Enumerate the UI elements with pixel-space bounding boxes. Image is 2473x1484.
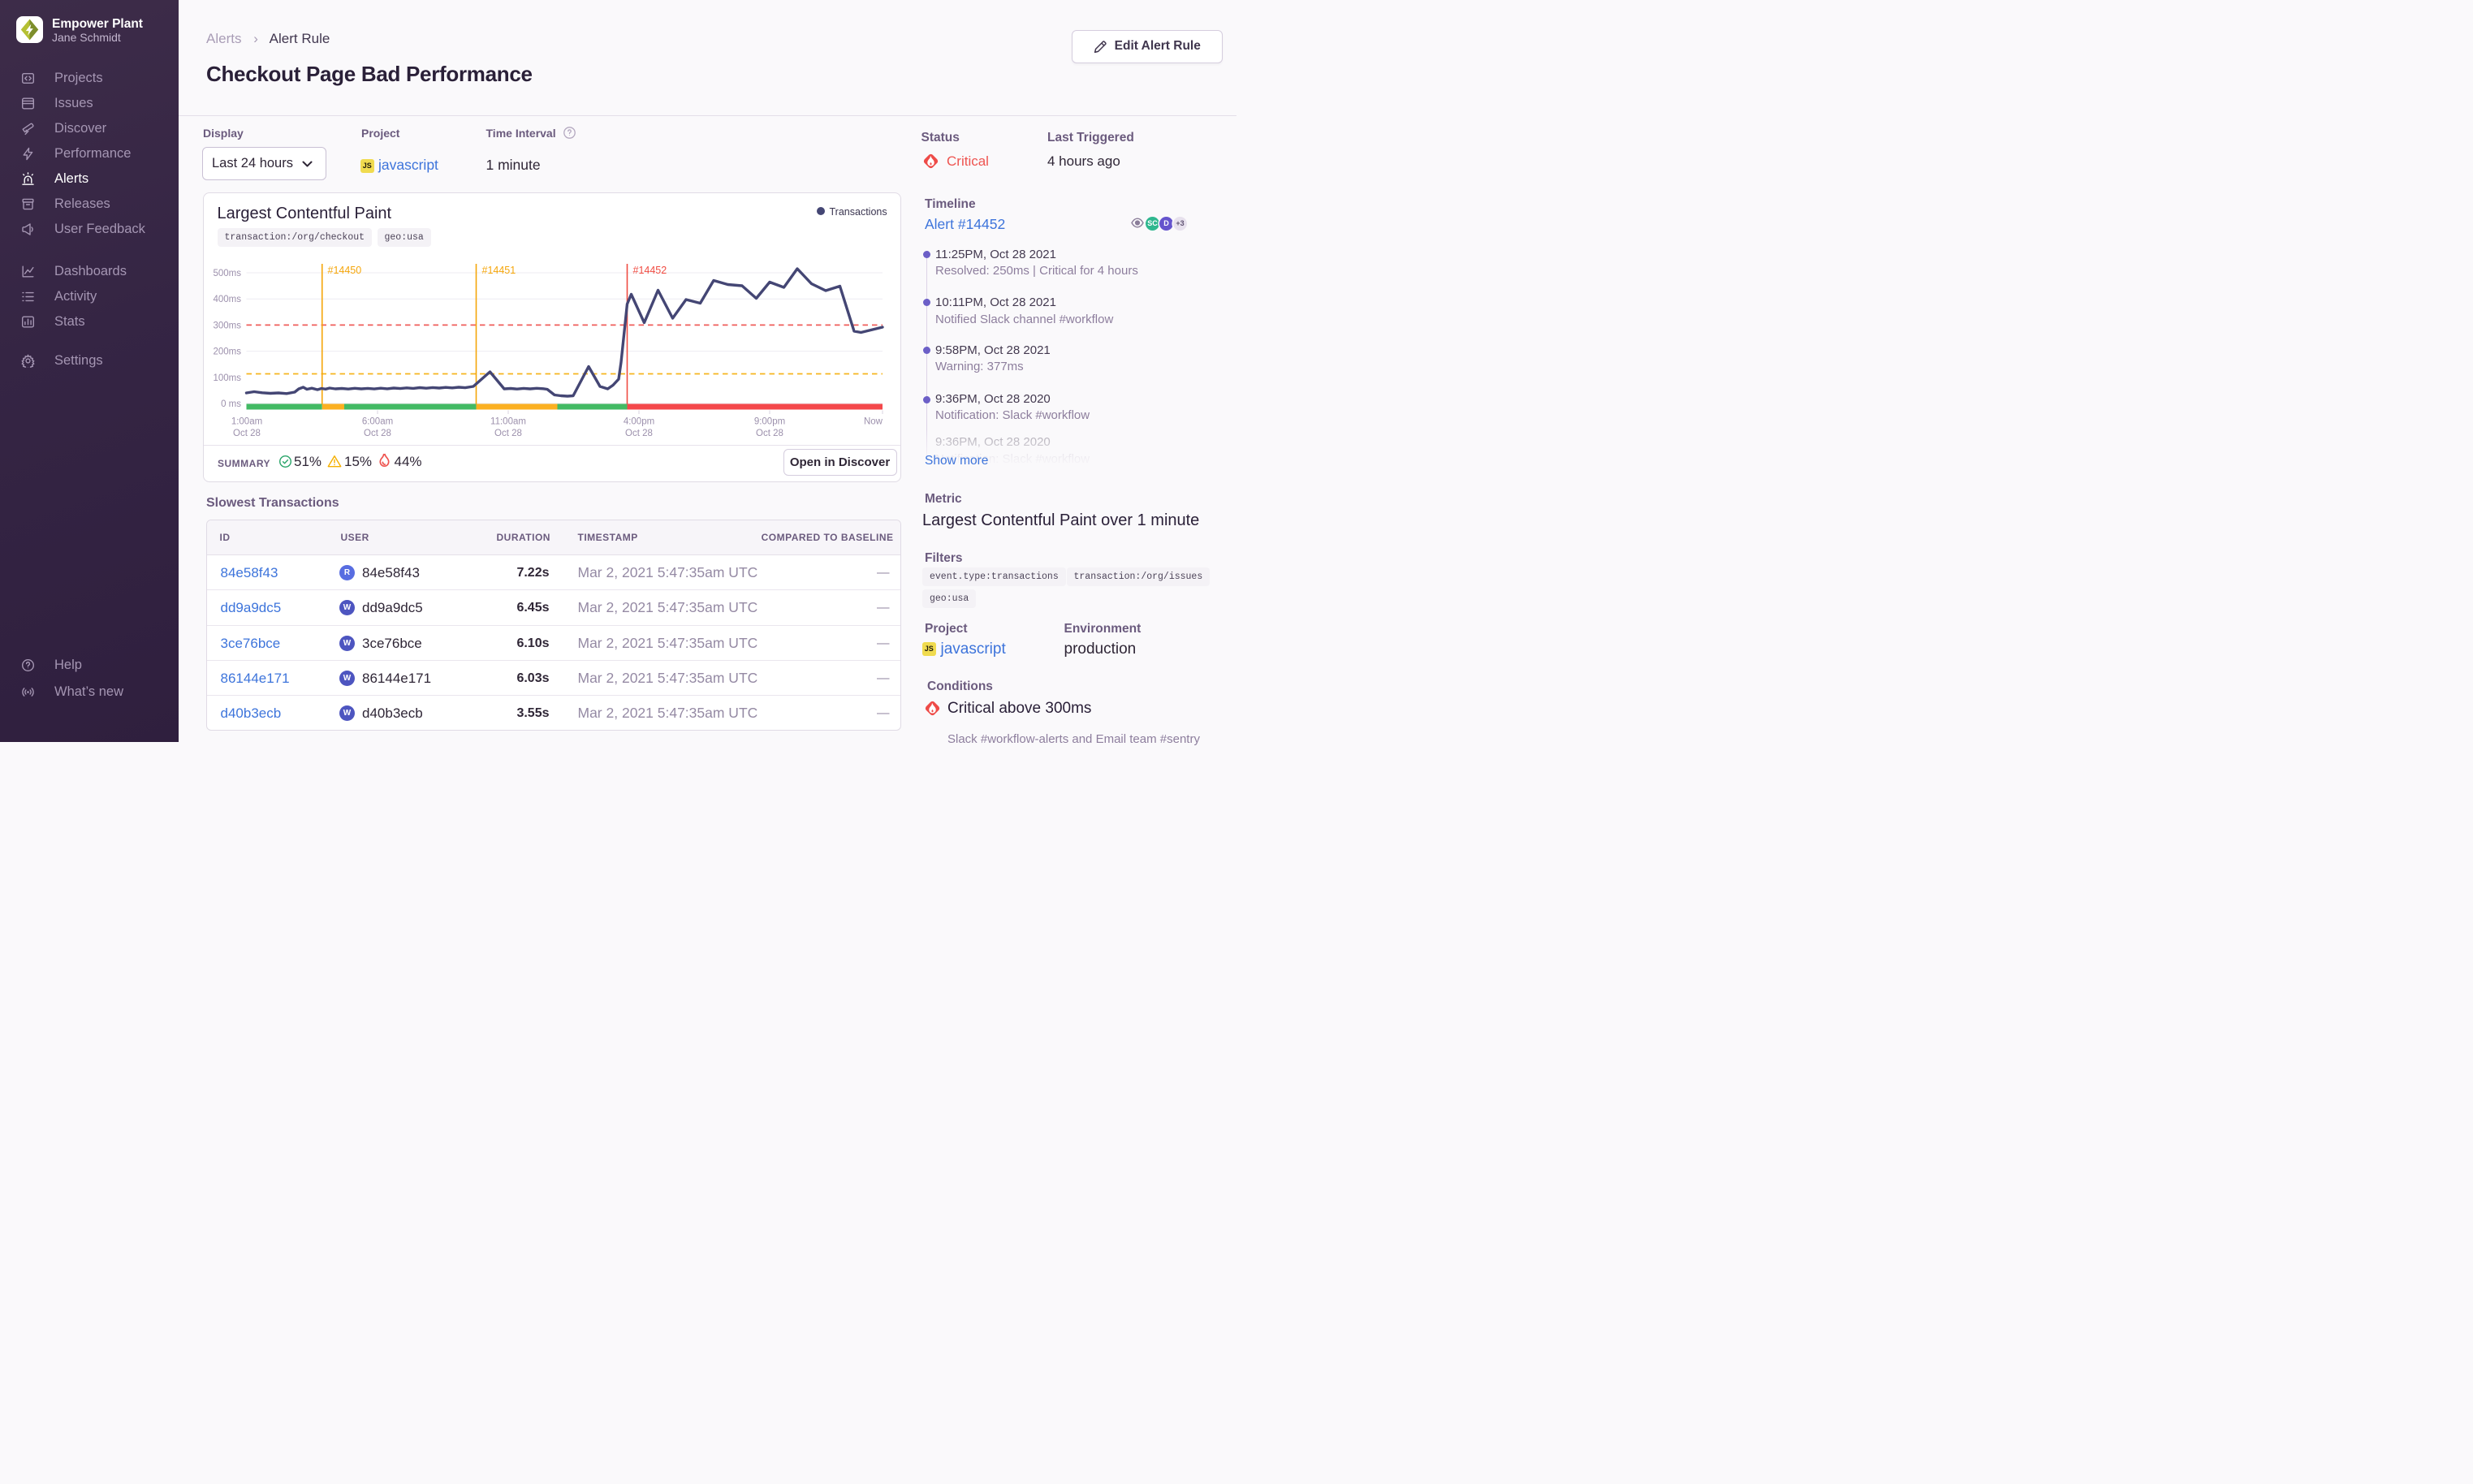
svg-text:Oct 28: Oct 28	[494, 429, 522, 438]
svg-text:#14452: #14452	[633, 265, 667, 276]
svg-text:1:00am: 1:00am	[231, 417, 262, 427]
svg-text:Oct 28: Oct 28	[756, 429, 783, 438]
svg-text:Oct 28: Oct 28	[233, 429, 261, 438]
svg-text:4:00pm: 4:00pm	[624, 417, 654, 427]
svg-text:Oct 28: Oct 28	[625, 429, 653, 438]
svg-text:Oct 28: Oct 28	[364, 429, 391, 438]
svg-text:200ms: 200ms	[213, 347, 241, 357]
svg-text:11:00am: 11:00am	[490, 417, 526, 427]
svg-text:500ms: 500ms	[213, 269, 241, 278]
svg-text:400ms: 400ms	[213, 295, 241, 304]
svg-text:#14451: #14451	[482, 265, 516, 276]
svg-text:300ms: 300ms	[213, 321, 241, 330]
svg-text:Now: Now	[864, 417, 883, 427]
svg-text:0 ms: 0 ms	[221, 399, 241, 409]
svg-text:100ms: 100ms	[213, 373, 241, 383]
svg-text:9:00pm: 9:00pm	[754, 417, 785, 427]
svg-text:#14450: #14450	[328, 265, 362, 276]
svg-text:6:00am: 6:00am	[362, 417, 393, 427]
